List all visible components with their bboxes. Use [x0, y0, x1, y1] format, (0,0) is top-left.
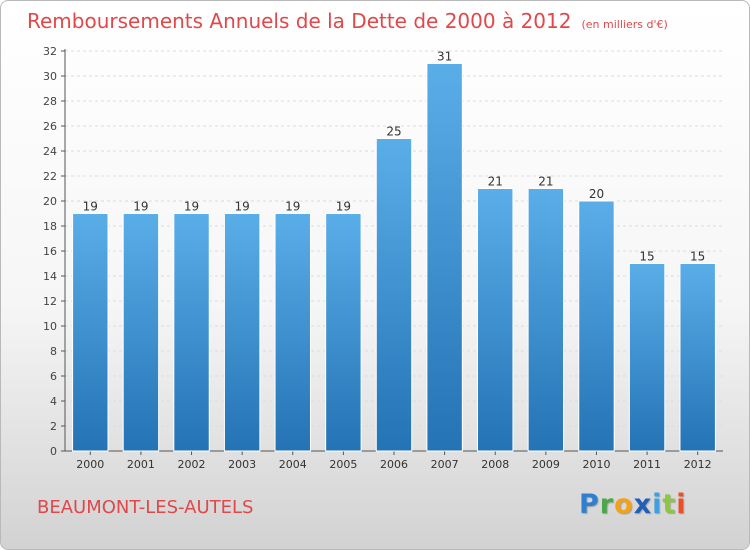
logo-letter: i — [676, 489, 687, 520]
x-tick-label: 2007 — [431, 458, 459, 471]
data-label: 21 — [488, 175, 503, 189]
y-tick-label: 6 — [50, 370, 57, 383]
logo-letter: x — [633, 489, 653, 520]
chart-unit: (en milliers d'€) — [581, 18, 668, 31]
x-tick-label: 2005 — [329, 458, 357, 471]
bar — [477, 188, 514, 452]
chart-title-text: Remboursements Annuels de la Dette de 20… — [27, 9, 572, 33]
x-tick-label: 2012 — [684, 458, 712, 471]
town-name: BEAUMONT-LES-AUTELS — [37, 497, 254, 518]
logo-letter: o — [614, 489, 634, 520]
y-tick-label: 8 — [50, 345, 57, 358]
data-labels: 19 19 19 19 19 19 25 31 21 21 20 15 15 — [83, 50, 706, 264]
x-tick-label: 2010 — [582, 458, 610, 471]
y-tick-label: 10 — [43, 320, 57, 333]
logo-letter: P — [579, 489, 600, 520]
data-label: 19 — [336, 200, 351, 214]
data-label: 25 — [386, 125, 401, 139]
x-tick-label: 2000 — [76, 458, 104, 471]
logo-letter: r — [599, 489, 615, 520]
bar — [325, 213, 362, 452]
y-tick-label: 14 — [43, 270, 57, 283]
y-tick-label: 2 — [50, 420, 57, 433]
logo-letter: i — [652, 489, 663, 520]
data-label: 20 — [589, 187, 604, 201]
data-label: 15 — [639, 250, 654, 264]
y-tick-label: 24 — [43, 145, 57, 158]
data-label: 19 — [133, 200, 148, 214]
y-tick-label: 28 — [43, 95, 57, 108]
chart-title: Remboursements Annuels de la Dette de 20… — [27, 9, 668, 33]
bar — [628, 263, 666, 452]
x-tick-label: 2006 — [380, 458, 408, 471]
data-label: 19 — [235, 200, 250, 214]
y-tick-label: 12 — [43, 295, 57, 308]
y-tick-label: 22 — [43, 170, 57, 183]
bar — [679, 263, 716, 452]
x-tick-label: 2003 — [228, 458, 256, 471]
data-label: 19 — [83, 200, 98, 214]
bar — [578, 200, 615, 452]
x-tick-label: 2001 — [127, 458, 155, 471]
y-tick-label: 30 — [43, 70, 57, 83]
x-tick-label: 2008 — [481, 458, 509, 471]
logo-letter: t — [662, 489, 677, 520]
x-tick-label: 2004 — [279, 458, 307, 471]
y-tick-label: 26 — [43, 120, 57, 133]
bars — [72, 63, 716, 452]
bar — [223, 213, 261, 452]
bar — [527, 188, 565, 452]
data-label: 19 — [184, 200, 199, 214]
y-tick-label: 18 — [43, 220, 57, 233]
y-tick-label: 32 — [43, 45, 57, 58]
bar — [72, 213, 109, 452]
bar — [375, 138, 413, 452]
proxiti-logo: Proxiti — [579, 489, 687, 520]
data-label: 19 — [285, 200, 300, 214]
data-label: 31 — [437, 50, 452, 64]
x-tick-label: 2009 — [532, 458, 560, 471]
bar — [122, 213, 160, 452]
y-tick-label: 0 — [50, 445, 57, 458]
y-tick-label: 4 — [50, 395, 57, 408]
bar — [426, 63, 463, 452]
data-label: 15 — [690, 250, 705, 264]
y-tick-label: 16 — [43, 245, 57, 258]
bar — [173, 213, 210, 452]
y-tick-label: 20 — [43, 195, 57, 208]
x-tick-label: 2011 — [633, 458, 661, 471]
x-tick-labels: 2000 2001 2002 2003 2004 2005 2006 2007 2008 2009… — [76, 458, 711, 471]
data-label: 21 — [538, 175, 553, 189]
x-tick-label: 2002 — [178, 458, 206, 471]
bar — [274, 213, 311, 452]
